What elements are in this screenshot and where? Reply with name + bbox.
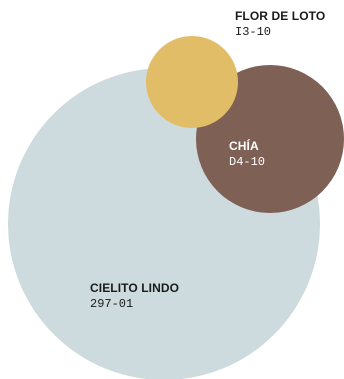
flor-de-loto-code: I3-10	[235, 24, 272, 39]
chia-code: D4-10	[229, 154, 266, 169]
cielito-lindo-code: 297-01	[90, 296, 134, 311]
chia-name: CHÍA	[229, 139, 259, 153]
chia-label: CHÍA D4-10	[229, 139, 266, 170]
flor-de-loto-label: FLOR DE LOTO I3-10	[235, 9, 326, 40]
cielito-lindo-label: CIELITO LINDO 297-01	[90, 281, 180, 312]
flor-de-loto-swatch	[146, 36, 238, 128]
cielito-lindo-name: CIELITO LINDO	[90, 281, 180, 295]
flor-de-loto-name: FLOR DE LOTO	[235, 9, 326, 23]
